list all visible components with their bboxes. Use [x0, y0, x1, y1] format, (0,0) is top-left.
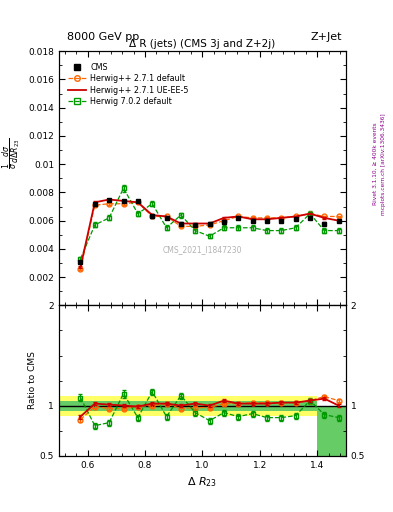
- Text: mcplots.cern.ch [arXiv:1306.3436]: mcplots.cern.ch [arXiv:1306.3436]: [381, 113, 386, 215]
- Text: $\frac{1}{\sigma}\frac{d\sigma}{d\Delta R_{23}}$: $\frac{1}{\sigma}\frac{d\sigma}{d\Delta …: [0, 138, 23, 169]
- Legend: CMS, Herwig++ 2.7.1 default, Herwig++ 2.7.1 UE-EE-5, Herwig 7.0.2 default: CMS, Herwig++ 2.7.1 default, Herwig++ 2.…: [66, 60, 191, 109]
- X-axis label: $\Delta\ R_{23}$: $\Delta\ R_{23}$: [187, 475, 217, 489]
- Title: Δ R (jets) (CMS 3j and Z+2j): Δ R (jets) (CMS 3j and Z+2j): [129, 39, 275, 49]
- Bar: [317, 406, 346, 456]
- Bar: [317, 406, 346, 456]
- Text: Rivet 3.1.10, ≥ 400k events: Rivet 3.1.10, ≥ 400k events: [373, 122, 378, 205]
- Text: CMS_2021_I1847230: CMS_2021_I1847230: [163, 245, 242, 254]
- Text: Z+Jet: Z+Jet: [310, 32, 342, 42]
- Bar: [59, 400, 317, 411]
- Bar: [59, 396, 317, 416]
- Y-axis label: Ratio to CMS: Ratio to CMS: [28, 352, 37, 410]
- Text: 8000 GeV pp: 8000 GeV pp: [67, 32, 139, 42]
